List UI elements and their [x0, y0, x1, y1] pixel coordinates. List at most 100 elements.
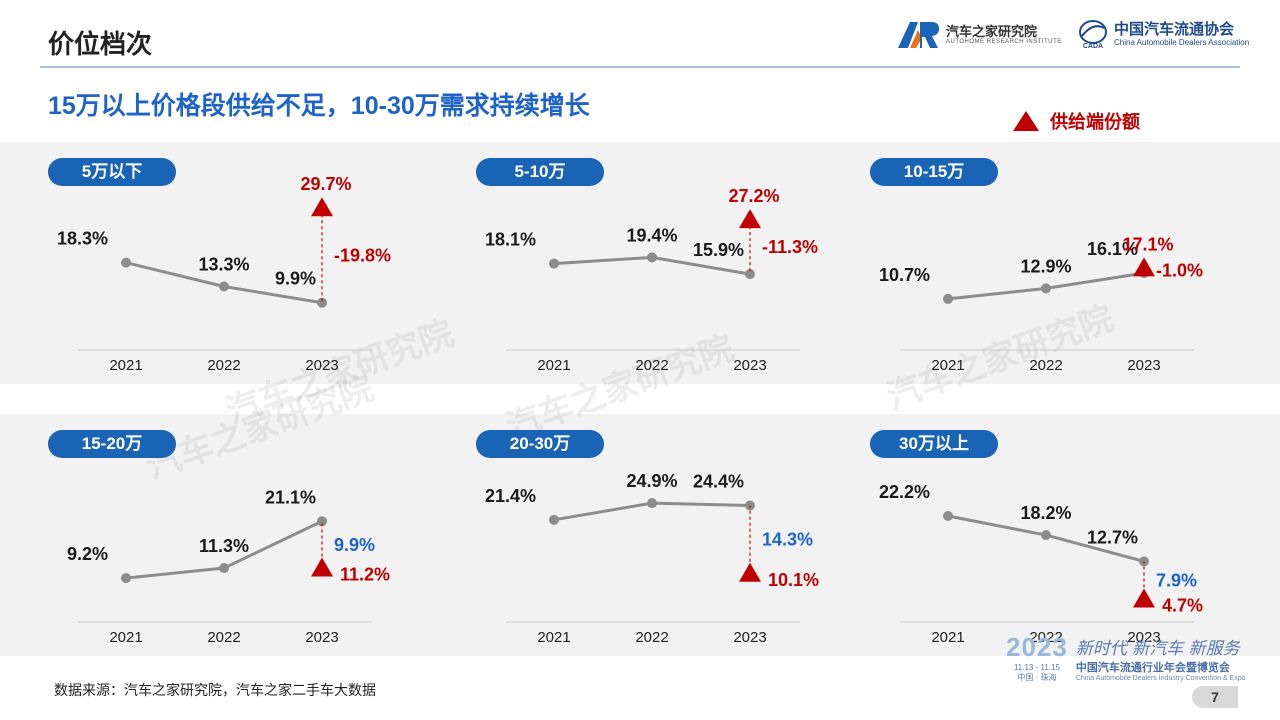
chart-panel-4: 15-20万 2021 2022 2023 9.2% 11.3% 21.1% 11.2% 9.… [0, 414, 400, 656]
supply-demand-gap-label: 7.9% [1156, 570, 1197, 590]
x-tick-label: 2022 [635, 357, 668, 374]
supply-triangle-icon [1013, 111, 1039, 131]
demand-data-point [647, 498, 657, 509]
demand-data-point [121, 573, 131, 584]
panel-title-pill: 10-15万 [870, 158, 998, 186]
supply-value-label: 10.1% [768, 570, 819, 590]
brand1-name: 汽车之家研究院 [946, 24, 1038, 39]
demand-data-point [121, 257, 131, 268]
x-tick-label: 2023 [305, 357, 338, 374]
supply-marker-triangle [1133, 588, 1155, 608]
supply-demand-gap-label: -19.8% [334, 245, 391, 265]
expo-banner: 2023 11.13 - 11.15 中国 · 珠海 新时代 新汽车 新服务 中… [1006, 632, 1246, 683]
demand-data-point [549, 258, 559, 269]
brand2-name: 中国汽车流通协会 [1114, 20, 1235, 38]
panel-title-pill: 5-10万 [476, 158, 604, 186]
demand-data-point [647, 252, 657, 263]
legend: 供给端份额 [1012, 108, 1140, 134]
line-chart: 2021 2022 2023 18.1% 19.4% 15.9% 27.2% -11.3% [485, 186, 818, 374]
demand-data-label: 21.4% [485, 486, 536, 506]
expo-name-en: China Automobile Dealers Industry Conven… [1075, 674, 1246, 682]
panel-title-pill: 15-20万 [48, 430, 176, 458]
page-title: 价位档次 [48, 29, 153, 59]
x-tick-label: 2023 [733, 357, 766, 374]
supply-marker-triangle [311, 197, 333, 217]
x-tick-label: 2023 [1127, 357, 1160, 374]
line-chart: 2021 2022 2023 9.2% 11.3% 21.1% 11.2% 9.9% [67, 487, 390, 646]
ar-logo-icon [898, 22, 939, 48]
panel-title-pill: 20-30万 [476, 430, 604, 458]
header-divider [40, 66, 1240, 68]
x-tick-label: 2021 [537, 629, 570, 646]
demand-data-label: 24.9% [626, 471, 677, 491]
x-tick-label: 2022 [207, 629, 240, 646]
chart-panel-2: 5-10万 2021 2022 2023 18.1% 19.4% 15.9% 27.2% -1… [428, 142, 828, 384]
x-tick-label: 2021 [931, 629, 964, 646]
demand-data-point [1041, 530, 1051, 541]
demand-data-point [943, 293, 953, 304]
demand-data-label: 12.7% [1087, 527, 1138, 547]
chart-panel-3: 10-15万 2021 2022 2023 10.7% 12.9% 16.1% 17.1% -… [822, 142, 1222, 384]
x-tick-label: 2021 [537, 357, 570, 374]
x-tick-label: 2023 [1127, 629, 1160, 646]
demand-data-label: 18.1% [485, 230, 536, 250]
x-tick-label: 2021 [109, 629, 142, 646]
legend-label: 供给端份额 [1050, 112, 1140, 132]
x-tick-label: 2021 [109, 357, 142, 374]
demand-data-label: 12.9% [1020, 256, 1071, 276]
supply-marker-triangle [311, 557, 333, 577]
demand-data-point [1041, 283, 1051, 294]
supply-value-label: 4.7% [1162, 596, 1203, 616]
brand1-en: AUTOHOME RESEARCH INSTITUTE [946, 39, 1062, 45]
panel-title-pill: 5万以下 [48, 158, 176, 186]
line-chart: 2021 2022 2023 18.3% 13.3% 9.9% 29.7% -19.8% [57, 174, 391, 374]
demand-data-label: 16.1% [1087, 239, 1138, 259]
demand-data-label: 22.2% [879, 482, 930, 502]
demand-data-point [745, 269, 755, 280]
expo-year: 2023 [1006, 632, 1068, 662]
demand-data-point [317, 297, 327, 308]
x-tick-label: 2021 [931, 357, 964, 374]
supply-value-label: 11.2% [340, 565, 390, 585]
demand-data-point [219, 563, 229, 574]
demand-data-label: 13.3% [198, 255, 249, 275]
line-chart: 2021 2022 2023 21.4% 24.9% 24.4% 10.1% 14.3% [485, 471, 819, 646]
demand-data-label: 19.4% [626, 225, 677, 245]
demand-data-label: 24.4% [693, 472, 744, 492]
demand-data-label: 15.9% [693, 240, 744, 260]
expo-place: 中国 · 珠海 [1017, 673, 1057, 682]
expo-dates: 11.13 - 11.15 [1013, 663, 1060, 672]
line-chart: 2021 2022 2023 10.7% 12.9% 16.1%17.1% -1.0% [879, 234, 1203, 374]
demand-data-label: 18.3% [57, 229, 108, 249]
chart-panel-5: 20-30万 2021 2022 2023 21.4% 24.9% 24.4% 10.1% 1… [428, 414, 828, 656]
demand-data-label: 21.1% [265, 487, 316, 507]
demand-data-point [317, 516, 327, 527]
demand-data-label: 9.2% [67, 544, 108, 564]
expo-name-cn: 中国汽车流通行业年会暨博览会 [1075, 661, 1230, 674]
x-tick-label: 2022 [1029, 357, 1062, 374]
supply-marker-triangle [1133, 257, 1155, 277]
demand-data-label: 18.2% [1020, 503, 1071, 523]
demand-data-point [549, 514, 559, 525]
demand-data-label: 11.3% [199, 536, 249, 556]
expo-slogan: 新时代 新汽车 新服务 [1075, 638, 1240, 659]
x-tick-label: 2022 [207, 357, 240, 374]
demand-data-point [219, 281, 229, 292]
chart-panel-1: 5万以下 2021 2022 2023 18.3% 13.3% 9.9% 29.7% -19.… [0, 142, 400, 384]
svg-text:CADA: CADA [1083, 43, 1103, 50]
row-band-bottom [0, 414, 1280, 656]
supply-value-label: 17.1% [1122, 234, 1173, 254]
supply-marker-triangle [739, 209, 761, 229]
supply-marker-triangle [739, 562, 761, 582]
supply-value-label: 27.2% [728, 186, 779, 206]
supply-demand-gap-label: 9.9% [334, 535, 375, 555]
x-tick-label: 2023 [305, 629, 338, 646]
supply-demand-gap-label: -1.0% [1156, 261, 1203, 281]
chart-panel-6: 30万以上 2021 2022 2023 22.2% 18.2% 12.7% 4.7% 7.9… [822, 414, 1222, 656]
x-tick-label: 2023 [733, 629, 766, 646]
page-number: 7 [1192, 686, 1238, 708]
demand-data-label: 10.7% [879, 265, 930, 285]
supply-demand-gap-label: -11.3% [762, 237, 818, 257]
autohome-research-logo: 汽车之家研究院 AUTOHOME RESEARCH INSTITUTE [896, 20, 1062, 50]
demand-data-point [943, 511, 953, 522]
